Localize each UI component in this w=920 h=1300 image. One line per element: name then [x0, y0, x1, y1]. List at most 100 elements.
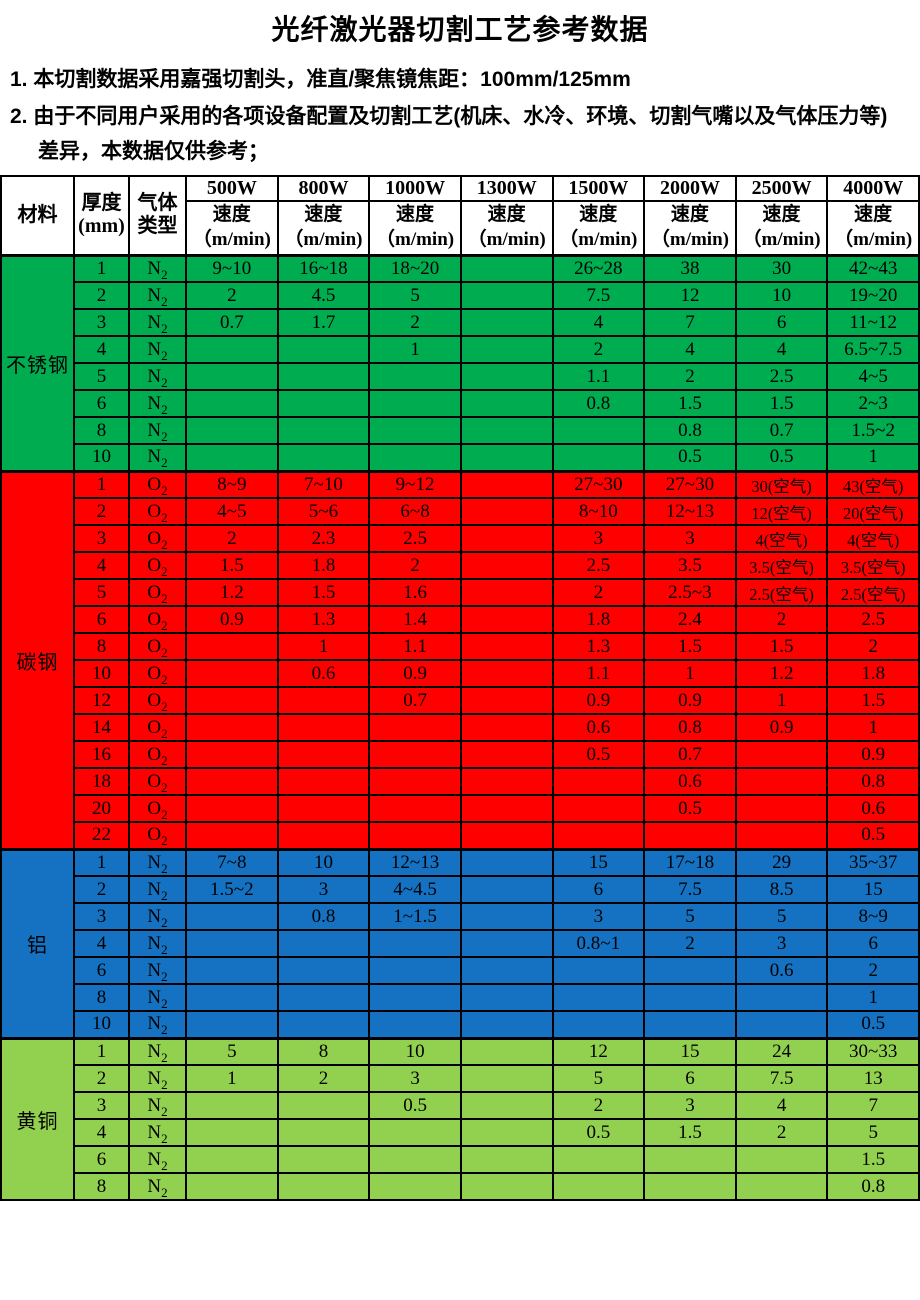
table-row: 2 N2 1.5~2 3 4~4.5 6 7.5 8.5 15 — [1, 875, 920, 904]
speed-value-cell — [551, 416, 646, 445]
gas-type-cell: O2 — [128, 659, 187, 688]
speed-value-cell: 2.5(空气) — [734, 578, 829, 607]
header-speed-1500w: 速度 （m/min) — [551, 200, 646, 256]
speed-value-cell: 1 — [185, 1064, 279, 1093]
table-row: 14 O2 0.6 0.8 0.9 1 — [1, 713, 920, 742]
speed-value-cell: 4.5 — [276, 281, 371, 310]
thickness-cell: 12 — [73, 686, 130, 715]
speed-value-cell: 0.6 — [276, 659, 371, 688]
gas-type-cell: N2 — [128, 983, 187, 1012]
speed-value-cell: 7.5 — [551, 281, 646, 310]
speed-value-cell — [459, 983, 554, 1012]
speed-value-cell: 5~6 — [276, 497, 371, 526]
speed-value-cell: 8.5 — [734, 875, 829, 904]
speed-value-cell: 15 — [643, 1036, 737, 1066]
speed-value-cell: 1.4 — [368, 605, 462, 634]
speed-value-cell: 2.5 — [826, 605, 920, 634]
header-speed-1000w: 速度 （m/min) — [368, 200, 462, 256]
header-gas-type: 气体 类型 — [128, 175, 187, 256]
speed-value-cell: 4~5 — [826, 362, 920, 391]
speed-value-cell: 15 — [826, 875, 920, 904]
speed-value-cell — [185, 1145, 279, 1174]
speed-value-cell: 5 — [185, 1036, 279, 1066]
speed-value-cell: 13 — [826, 1064, 920, 1093]
speed-value-cell: 1.2 — [185, 578, 279, 607]
speed-value-cell — [368, 794, 462, 823]
speed-value-cell: 5 — [826, 1118, 920, 1147]
table-row: 不锈钢 1 N2 9~10 16~18 18~20 26~28 38 30 42~43 — [0, 253, 920, 472]
header-speed-2500w: 速度 （m/min) — [734, 200, 829, 256]
speed-value-cell — [459, 1064, 554, 1093]
thickness-cell: 6 — [73, 956, 130, 985]
gas-type-cell: N2 — [128, 1172, 187, 1201]
speed-value-cell: 9~12 — [368, 469, 462, 499]
thickness-cell: 8 — [73, 632, 130, 661]
speed-value-cell — [551, 794, 646, 823]
gas-type-cell: O2 — [128, 524, 187, 553]
thickness-cell: 5 — [73, 578, 130, 607]
speed-value-cell — [276, 1118, 371, 1147]
speed-value-cell — [551, 983, 646, 1012]
speed-value-cell: 38 — [643, 253, 737, 283]
table-row: 8 N2 1 — [1, 983, 920, 1012]
speed-value-cell: 1.1 — [368, 632, 462, 661]
table-row: 22 O2 0.5 — [1, 821, 920, 850]
speed-value-cell: 0.5 — [368, 1091, 462, 1120]
speed-value-cell: 0.6 — [643, 767, 737, 796]
speed-value-cell: 0.5 — [643, 794, 737, 823]
speed-value-cell: 16~18 — [276, 253, 371, 283]
thickness-cell: 3 — [73, 308, 130, 337]
speed-value-cell: 1.8 — [551, 605, 646, 634]
speed-value-cell: 4 — [643, 335, 737, 364]
speed-value-cell: 6 — [734, 308, 829, 337]
speed-value-cell: 1.1 — [551, 659, 646, 688]
speed-value-cell — [276, 821, 371, 850]
speed-value-cell: 2 — [368, 308, 462, 337]
table-row: 8 N2 0.8 — [1, 1172, 920, 1201]
speed-value-cell: 0.6 — [826, 794, 920, 823]
thickness-cell: 10 — [73, 659, 130, 688]
speed-value-cell — [459, 821, 554, 850]
header-thickness: 厚度 (mm) — [73, 175, 130, 256]
speed-value-cell — [185, 956, 279, 985]
speed-value-cell: 10 — [734, 281, 829, 310]
speed-value-cell: 2 — [643, 929, 737, 958]
speed-value-cell — [185, 632, 279, 661]
table-row: 黄铜 1 N2 5 8 10 12 15 24 30~33 — [0, 1036, 920, 1201]
speed-value-cell: 8~9 — [185, 469, 279, 499]
speed-value-cell — [368, 1010, 462, 1039]
speed-value-cell — [185, 1172, 279, 1201]
speed-value-cell — [551, 821, 646, 850]
speed-value-cell — [276, 1091, 371, 1120]
thickness-cell: 16 — [73, 740, 130, 769]
speed-value-cell: 3 — [551, 902, 646, 931]
speed-value-cell: 1 — [826, 983, 920, 1012]
gas-type-cell: N2 — [128, 253, 187, 283]
thickness-cell: 3 — [73, 902, 130, 931]
speed-value-cell — [459, 929, 554, 958]
speed-value-cell — [276, 389, 371, 418]
speed-value-cell — [734, 794, 829, 823]
speed-value-cell — [459, 686, 554, 715]
speed-value-cell — [459, 551, 554, 580]
speed-value-cell — [368, 1118, 462, 1147]
table-row: 6 N2 0.8 1.5 1.5 2~3 — [1, 389, 920, 418]
speed-value-cell: 0.9 — [643, 686, 737, 715]
speed-value-cell — [643, 1172, 737, 1201]
speed-value-cell — [643, 1145, 737, 1174]
table-row: 2 N2 2 4.5 5 7.5 12 10 19~20 — [1, 281, 920, 310]
speed-value-cell: 11~12 — [826, 308, 920, 337]
speed-value-cell: 2.4 — [643, 605, 737, 634]
speed-value-cell: 2 — [734, 605, 829, 634]
speed-value-cell — [276, 713, 371, 742]
gas-type-cell: N2 — [128, 847, 187, 877]
speed-value-cell: 0.9 — [368, 659, 462, 688]
thickness-cell: 22 — [73, 821, 130, 850]
speed-value-cell — [276, 1010, 371, 1039]
speed-value-cell: 2 — [551, 1091, 646, 1120]
speed-value-cell — [276, 1172, 371, 1201]
speed-value-cell: 0.9 — [826, 740, 920, 769]
speed-value-cell — [185, 686, 279, 715]
speed-value-cell: 6 — [643, 1064, 737, 1093]
speed-value-cell: 30(空气) — [734, 469, 829, 499]
